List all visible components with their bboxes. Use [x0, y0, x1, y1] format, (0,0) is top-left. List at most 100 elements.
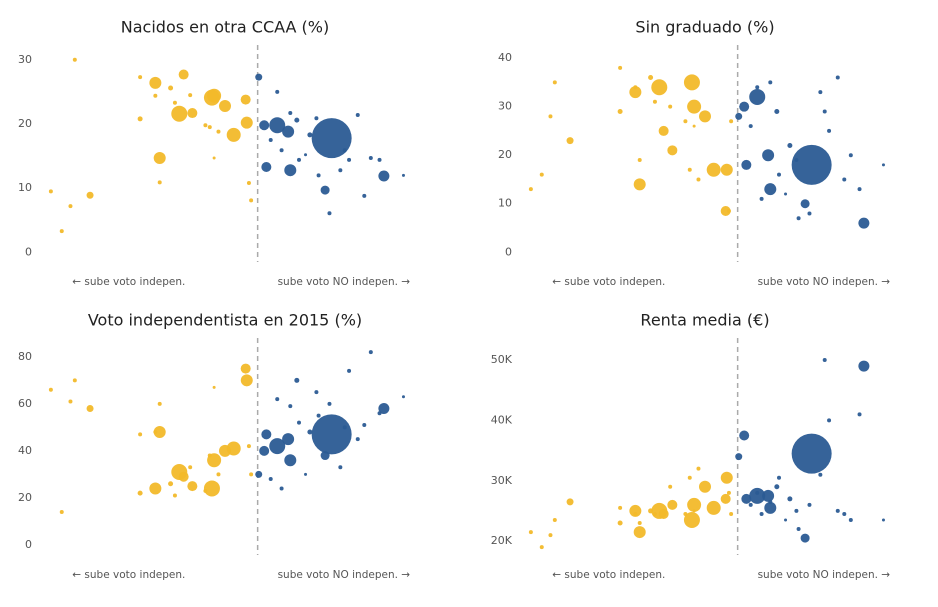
- bubble: [178, 471, 189, 482]
- bubble: [172, 493, 177, 498]
- bubble: [822, 109, 827, 114]
- bubble: [552, 517, 557, 522]
- bubble: [618, 505, 623, 510]
- bubble: [255, 73, 263, 81]
- y-tick-label: 20: [18, 117, 32, 130]
- bubble: [168, 85, 174, 91]
- bubble: [294, 377, 300, 383]
- y-tick-label: 0: [25, 538, 32, 551]
- bubble: [687, 167, 692, 172]
- bubble: [800, 199, 810, 209]
- bubble: [269, 438, 286, 455]
- bubble: [735, 453, 743, 461]
- bubble: [566, 137, 574, 145]
- annotation: ← sube voto indepen.: [72, 569, 185, 581]
- bubble: [683, 74, 700, 91]
- bubble: [316, 413, 321, 418]
- annotation: ← sube voto indepen.: [552, 276, 665, 288]
- bubble: [617, 109, 623, 115]
- bubble: [269, 117, 286, 134]
- bubble: [618, 65, 623, 70]
- bubble: [207, 88, 222, 103]
- bubble: [696, 466, 701, 471]
- bubble: [378, 170, 390, 182]
- bubble: [706, 162, 721, 177]
- bubble: [528, 187, 533, 192]
- bubble: [764, 183, 777, 196]
- bubble: [735, 112, 743, 120]
- bubble: [652, 99, 657, 104]
- bubble: [787, 142, 793, 148]
- bubble: [316, 173, 321, 178]
- bubble: [759, 196, 764, 201]
- bubble: [791, 433, 832, 474]
- bubble: [378, 403, 390, 415]
- annotation: sube voto NO indepen. →: [278, 276, 411, 288]
- y-tick-label: 40K: [491, 413, 513, 426]
- bubble: [858, 217, 870, 229]
- bubble: [842, 177, 847, 182]
- bubble: [648, 75, 654, 81]
- bubble: [153, 93, 158, 98]
- bubble: [741, 159, 752, 170]
- bubble: [857, 187, 862, 192]
- bubble: [368, 155, 373, 160]
- bubble: [835, 508, 840, 513]
- bubble: [240, 363, 251, 374]
- bubble: [307, 132, 313, 138]
- bubble: [683, 511, 700, 528]
- bubble: [720, 206, 731, 217]
- bubble: [342, 425, 347, 430]
- panel-title: Renta media (€): [640, 311, 769, 330]
- bubble: [68, 399, 73, 404]
- bubble: [729, 511, 734, 516]
- bubble: [729, 119, 734, 124]
- bubble: [683, 119, 688, 124]
- bubble: [633, 85, 638, 90]
- bubble: [755, 85, 760, 90]
- bubble: [842, 511, 847, 516]
- bubble: [240, 374, 253, 387]
- bubble: [706, 500, 721, 515]
- bubble: [284, 164, 297, 177]
- bubble: [633, 178, 646, 191]
- bubble: [314, 390, 319, 395]
- bubble: [187, 481, 198, 492]
- bubble: [153, 426, 166, 439]
- bubble: [629, 86, 642, 99]
- bubble: [762, 149, 775, 162]
- bubble: [284, 454, 297, 467]
- bubble: [288, 111, 293, 116]
- y-tick-label: 50K: [491, 353, 513, 366]
- bubble: [320, 185, 330, 195]
- bubble: [633, 526, 646, 539]
- bubble: [314, 116, 319, 121]
- bubble: [818, 90, 823, 95]
- bubble: [774, 109, 780, 115]
- bubble: [774, 484, 780, 490]
- bubble: [807, 211, 812, 216]
- bubble: [171, 105, 188, 122]
- bubble: [168, 481, 174, 487]
- bubble: [777, 475, 781, 480]
- bubble: [827, 418, 832, 423]
- bubble: [153, 151, 166, 164]
- bubble: [858, 360, 870, 372]
- bubble: [261, 161, 272, 172]
- bubble: [787, 496, 793, 502]
- bubble: [68, 204, 73, 209]
- bubble: [749, 487, 766, 504]
- bubble: [275, 89, 280, 94]
- bubble: [178, 69, 189, 80]
- y-tick-label: 30: [498, 100, 512, 113]
- bubble: [687, 475, 692, 480]
- bubble: [617, 520, 623, 526]
- bubble: [297, 157, 301, 162]
- bubble: [327, 401, 332, 406]
- bubble: [667, 145, 678, 156]
- bubble: [279, 148, 284, 153]
- bubble: [633, 511, 638, 516]
- panel: Renta media (€) 20K 30K 40K 50K ← sube voto i…: [491, 311, 890, 582]
- y-tick-label: 20: [498, 148, 512, 161]
- annotation: ← sube voto indepen.: [552, 569, 665, 581]
